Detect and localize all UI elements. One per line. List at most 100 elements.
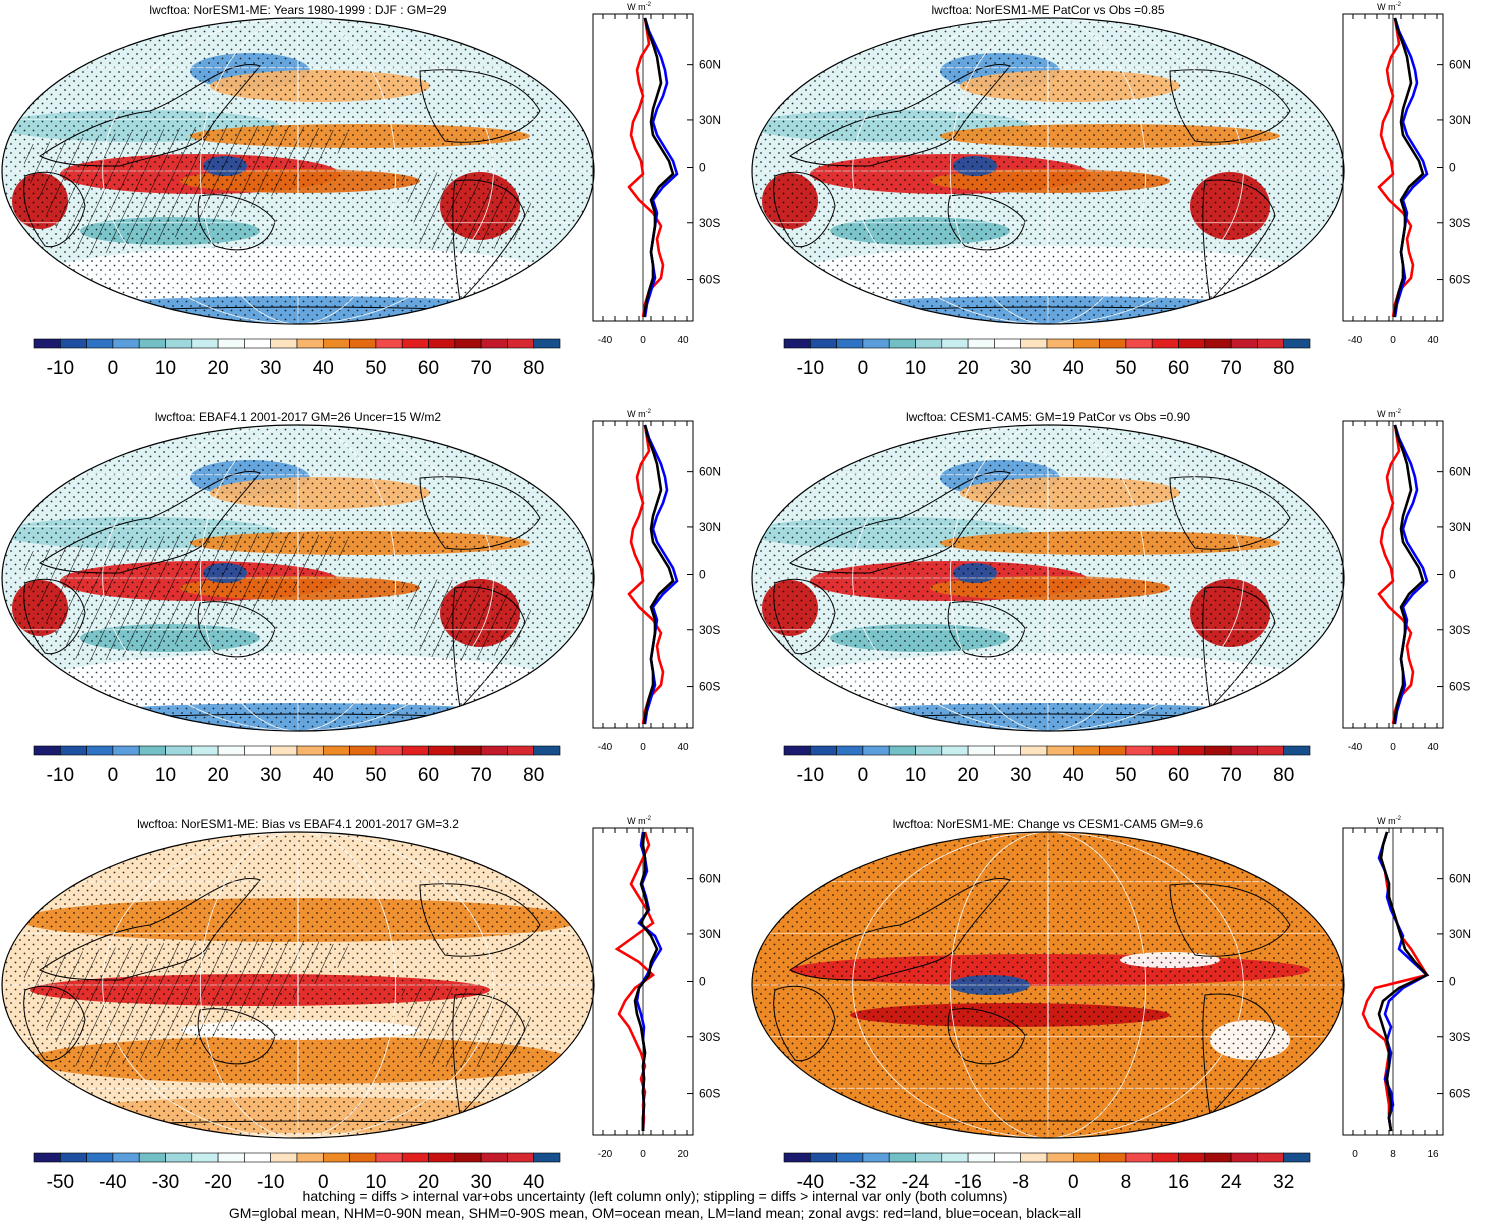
panel-4: lwcftoa: CESM1-CAM5: GM=19 PatCor vs Obs… [750, 407, 1485, 807]
zonal-unit-label: W m-2 [627, 2, 651, 12]
latitude-label: 60S [1449, 273, 1470, 287]
latitude-label: 30S [1449, 216, 1470, 230]
colorbar-bin [862, 745, 890, 756]
colorbar-bin [967, 1152, 995, 1163]
latitude-label: 60S [699, 680, 720, 694]
colorbar-bin [836, 1152, 864, 1163]
map-border [751, 831, 1345, 1139]
zonal-x-label: 0 [640, 1149, 646, 1160]
graticule-line [102, 832, 494, 1138]
zonal-unit-label: W m-2 [1377, 816, 1401, 826]
graticule-line [1047, 425, 1049, 731]
colorbar-label: 30 [1010, 358, 1031, 379]
colorbar-bin [1283, 1152, 1311, 1163]
map-border [751, 424, 1345, 732]
hatching-overlay [20, 939, 360, 1070]
colorbar-bin [270, 1152, 298, 1163]
colorbar-bin [244, 745, 271, 756]
colorbar-bin [994, 338, 1021, 349]
colorbar-bin [1283, 338, 1311, 349]
colorbar-bin [967, 745, 995, 756]
latitude-label: 60N [1449, 465, 1471, 479]
colorbar-bin [270, 338, 298, 349]
colorbar-label: 20 [958, 358, 979, 379]
colorbar-bin [1125, 1152, 1153, 1163]
colorbar-bin [836, 745, 864, 756]
zonal-x-label: -40 [598, 335, 613, 346]
colorbar-label: 20 [208, 358, 229, 379]
footer-line-1: hatching = diffs > internal var+obs unce… [302, 1188, 1008, 1204]
all-zonal-curve [1392, 424, 1425, 725]
colorbar-bin [507, 745, 534, 756]
hatching-overlay [400, 579, 540, 662]
colorbar-label: 80 [523, 358, 544, 379]
latitude-label: 60S [699, 273, 720, 287]
colorbar-label: 0 [858, 765, 869, 786]
land-zonal-curve [627, 424, 665, 725]
colorbar-bin [244, 338, 271, 349]
latitude-label: 30S [699, 216, 720, 230]
latitude-label: 30N [699, 520, 721, 534]
colorbar-bin [1125, 338, 1153, 349]
colorbar: -40-32-24-16-80816243240 [783, 1152, 1311, 1193]
all-zonal-curve [642, 424, 675, 725]
colorbar-label: 10 [905, 765, 926, 786]
colorbar-bin [454, 338, 482, 349]
latitude-label: 30S [1449, 1030, 1470, 1044]
world-map [751, 424, 1345, 732]
colorbar-label: 80 [1273, 358, 1294, 379]
zonal-mean-plot: W m-2 60N 30N 0 30S 60S -40 0 40 [1342, 2, 1471, 346]
colorbar-bin [375, 745, 403, 756]
map-title: lwcftoa: NorESM1-ME PatCor vs Obs =0.85 [931, 3, 1165, 17]
latitude-label: 30N [699, 927, 721, 941]
colorbar-bin [915, 338, 943, 349]
colorbar-label: 10 [155, 765, 176, 786]
colorbar-label: 40 [1063, 765, 1084, 786]
colorbar-bin [191, 745, 219, 756]
colorbar-bin [86, 745, 114, 756]
colorbar-bin [59, 1152, 87, 1163]
colorbar-bin [888, 1152, 916, 1163]
colorbar-bin [1283, 745, 1311, 756]
colorbar-label: 0 [108, 358, 119, 379]
map-title: lwcftoa: NorESM1-ME: Change vs CESM1-CAM… [892, 817, 1204, 831]
colorbar-bin [191, 338, 219, 349]
colorbar-bin [1178, 338, 1206, 349]
colorbar-label: 20 [208, 765, 229, 786]
colorbar-bin [322, 338, 350, 349]
colorbar-label: 30 [1010, 765, 1031, 786]
zonal-x-label: 40 [677, 742, 689, 753]
latitude-label: 30S [699, 623, 720, 637]
latitude-label: 0 [1449, 568, 1456, 582]
zonal-unit-label: W m-2 [1377, 409, 1401, 419]
hatching-overlay [400, 986, 540, 1069]
colorbar-bin [1099, 338, 1127, 349]
colorbar-bin [138, 338, 166, 349]
world-map [751, 831, 1345, 1139]
all-zonal-curve [642, 17, 675, 318]
colorbar-bin [33, 745, 61, 756]
colorbar-bin [1204, 745, 1232, 756]
colorbar-bin [454, 1152, 482, 1163]
colorbar-label: -10 [47, 765, 74, 786]
footer-note: hatching = diffs > internal var+obs unce… [0, 1188, 1310, 1222]
zonal-x-label: 0 [1352, 1149, 1358, 1160]
latitude-label: 0 [699, 161, 706, 175]
colorbar-label: 60 [1168, 765, 1189, 786]
colorbar-bin [941, 745, 969, 756]
colorbar-bin [165, 745, 193, 756]
colorbar: -100102030405060708090 [783, 745, 1311, 786]
colorbar-bin [1257, 338, 1284, 349]
colorbar-bin [401, 338, 429, 349]
latitude-label: 30N [1449, 927, 1471, 941]
graticule-line [199, 18, 397, 324]
graticule-line [199, 425, 397, 731]
world-map [1, 831, 595, 1139]
colorbar-label: 50 [1115, 765, 1136, 786]
colorbar-bin [1204, 1152, 1232, 1163]
land-zonal-curve [1377, 424, 1415, 725]
colorbar-bin [59, 338, 87, 349]
colorbar-bin [375, 338, 403, 349]
colorbar-bin [401, 1152, 429, 1163]
graticule-line [949, 425, 1147, 731]
